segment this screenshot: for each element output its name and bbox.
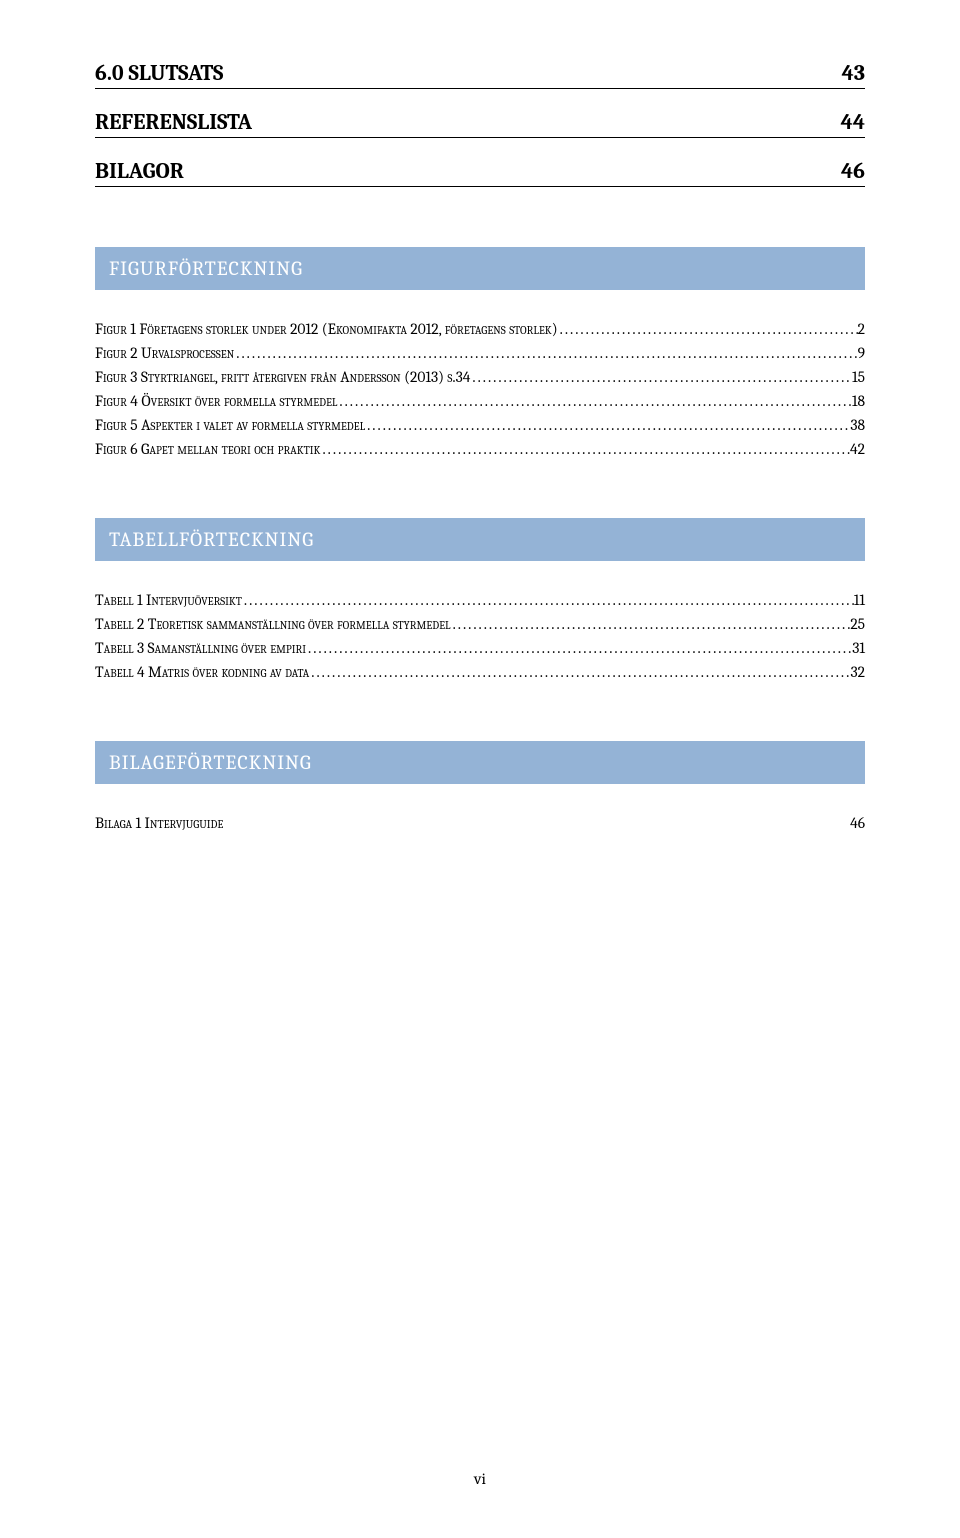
toc-entry-leader: ........................................…: [365, 416, 850, 434]
toc-entry-page: 42: [850, 440, 865, 458]
toc-entry-page: 2: [858, 320, 865, 338]
page-number-footer: vi: [0, 1470, 960, 1488]
toc-entry: Tabell 4 Matris över kodning av data....…: [95, 663, 865, 681]
top-toc-row: 6.0 SLUTSATS 43: [95, 60, 865, 89]
toc-entry-leader: ........................................…: [451, 615, 851, 633]
toc-entry-label: Tabell 1 Intervjuöversikt: [95, 591, 242, 609]
toc-entry-page: 38: [850, 416, 865, 434]
toc-entry-leader: ........................................…: [242, 591, 854, 609]
toc-entry-label: Tabell 3 Samanställning över empiri: [95, 639, 306, 657]
toc-entry-leader: ........................................…: [320, 440, 850, 458]
section-header: BILAGEFÖRTECKNING: [95, 741, 865, 784]
toc-entry-leader: ........................................…: [306, 639, 852, 657]
top-toc-label: REFERENSLISTA: [95, 109, 252, 135]
toc-entry-leader: ........................................…: [309, 663, 850, 681]
top-toc-page: 46: [841, 158, 865, 184]
top-toc-page: 43: [842, 60, 865, 86]
toc-entry: Bilaga 1 Intervjuguide 46: [95, 814, 865, 832]
toc-entry-page: 46: [850, 814, 865, 832]
toc-entry: Tabell 3 Samanställning över empiri.....…: [95, 639, 865, 657]
toc-entry: Figur 5 Aspekter i valet av formella sty…: [95, 416, 865, 434]
section-header: TABELLFÖRTECKNING: [95, 518, 865, 561]
top-toc-row: REFERENSLISTA 44: [95, 109, 865, 138]
top-toc-row: BILAGOR 46: [95, 158, 865, 187]
toc-entry: Figur 1 Företagens storlek under 2012 (E…: [95, 320, 865, 338]
toc-entry-page: 25: [850, 615, 865, 633]
section-entries: Figur 1 Företagens storlek under 2012 (E…: [95, 320, 865, 458]
top-toc: 6.0 SLUTSATS 43 REFERENSLISTA 44 BILAGOR 46: [95, 60, 865, 187]
top-toc-label: BILAGOR: [95, 158, 184, 184]
toc-entry-label: Figur 1 Företagens storlek under 2012 (E…: [95, 320, 558, 338]
toc-entry-label: Tabell 4 Matris över kodning av data: [95, 663, 309, 681]
toc-entry-label: Figur 4 Översikt över formella styrmedel: [95, 392, 337, 410]
toc-entry-page: 31: [852, 639, 865, 657]
toc-entry: Tabell 2 Teoretisk sammanställning över …: [95, 615, 865, 633]
sections: FIGURFÖRTECKNING Figur 1 Företagens storl…: [95, 247, 865, 832]
toc-entry-leader: ........................................…: [470, 368, 852, 386]
page: 6.0 SLUTSATS 43 REFERENSLISTA 44 BILAGOR 46 F…: [0, 0, 960, 1538]
toc-entry-label: Figur 2 Urvalsprocessen: [95, 344, 234, 362]
toc-entry: Figur 3 Styrtriangel, fritt återgiven fr…: [95, 368, 865, 386]
toc-entry-page: 18: [852, 392, 865, 410]
section-entries: Bilaga 1 Intervjuguide 46: [95, 814, 865, 832]
toc-entry-label: Figur 6 Gapet mellan teori och praktik: [95, 440, 320, 458]
toc-entry-leader: ........................................…: [558, 320, 858, 338]
toc-entry: Figur 6 Gapet mellan teori och praktik..…: [95, 440, 865, 458]
top-toc-label: 6.0 SLUTSATS: [95, 60, 223, 86]
toc-entry-label: Figur 3 Styrtriangel, fritt återgiven fr…: [95, 368, 470, 386]
toc-entry: Figur 4 Översikt över formella styrmedel…: [95, 392, 865, 410]
toc-entry-page: 32: [851, 663, 865, 681]
section-header: FIGURFÖRTECKNING: [95, 247, 865, 290]
toc-entry-leader: ........................................…: [337, 392, 851, 410]
toc-entry-page: 15: [852, 368, 865, 386]
toc-entry-label: Tabell 2 Teoretisk sammanställning över …: [95, 615, 451, 633]
toc-entry: Tabell 1 Intervjuöversikt...............…: [95, 591, 865, 609]
toc-entry-leader: ........................................…: [234, 344, 857, 362]
top-toc-page: 44: [841, 109, 865, 135]
toc-entry-page: 11: [854, 591, 865, 609]
toc-entry-label: Figur 5 Aspekter i valet av formella sty…: [95, 416, 365, 434]
toc-entry-page: 9: [858, 344, 865, 362]
section-entries: Tabell 1 Intervjuöversikt...............…: [95, 591, 865, 681]
toc-entry-label: Bilaga 1 Intervjuguide: [95, 814, 223, 832]
toc-entry: Figur 2 Urvalsprocessen.................…: [95, 344, 865, 362]
